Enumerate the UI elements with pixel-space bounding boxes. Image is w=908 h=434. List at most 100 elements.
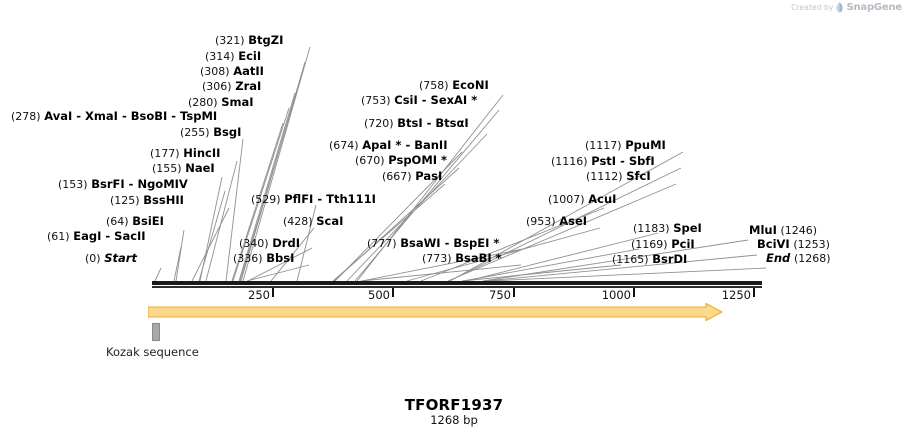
enzyme-label-bsrdi[interactable]: (1165) BsrDI <box>612 252 688 267</box>
enzyme-position: (314) <box>205 50 235 63</box>
enzyme-label-btsi-group[interactable]: (720) BtsI - BtsαI <box>364 116 469 131</box>
sequence-length-label: 1268 bp <box>430 413 478 427</box>
enzyme-name: BssHII <box>143 193 184 207</box>
enzyme-name: BsgI <box>213 125 242 139</box>
enzyme-label-smai[interactable]: (280) SmaI <box>188 96 254 110</box>
ruler-label-1250: 1250 <box>721 288 751 302</box>
enzyme-label-eagi-group[interactable]: (61) EagI - SacII <box>47 230 146 244</box>
enzyme-name: AvaI - XmaI - BsoBI - TspMI <box>44 109 218 123</box>
enzyme-name: BtgZI <box>248 33 284 47</box>
enzyme-label-naei[interactable]: (155) NaeI <box>152 161 215 176</box>
enzyme-label-acui[interactable]: (1007) AcuI <box>548 192 617 207</box>
ruler-label-250: 250 <box>248 288 270 302</box>
enzyme-label-avai-group[interactable]: (278) AvaI - XmaI - BsoBI - TspMI <box>11 109 218 124</box>
enzyme-position: (278) <box>11 110 41 123</box>
enzyme-label-aatii[interactable]: (308) AatII <box>200 64 264 79</box>
enzyme-label-btgzi[interactable]: (321) BtgZI <box>215 33 284 48</box>
enzyme-position: (255) <box>180 126 210 139</box>
enzyme-name: HincII <box>183 146 221 160</box>
leader-lines <box>154 46 767 282</box>
enzyme-position: (1165) <box>612 253 649 266</box>
enzyme-name: AatII <box>233 64 264 78</box>
enzyme-name: PciI <box>671 237 695 251</box>
enzyme-name: ZraI <box>235 79 262 93</box>
enzyme-position: (667) <box>382 170 412 183</box>
enzyme-name: NaeI <box>185 161 215 175</box>
enzyme-label-bsawi-group[interactable]: (777) BsaWI - BspEI * <box>367 236 500 251</box>
ruler-tick-1250 <box>753 288 755 297</box>
ruler-label-1000: 1000 <box>601 288 631 302</box>
enzyme-name: PstI - SbfI <box>591 154 655 168</box>
enzyme-position: (1253) <box>793 238 830 251</box>
enzyme-label-drdi[interactable]: (340) DrdI <box>239 237 300 251</box>
enzyme-label-bbsi[interactable]: (336) BbsI <box>233 252 294 266</box>
page-title: TFORF1937 <box>404 396 504 414</box>
enzyme-position: (308) <box>200 65 230 78</box>
enzyme-name: BsaBI * <box>455 251 502 265</box>
enzyme-label-asei[interactable]: (953) AseI <box>526 214 588 229</box>
enzyme-position: (336) <box>233 252 263 265</box>
enzyme-label-scai[interactable]: (428) ScaI <box>283 215 343 229</box>
enzyme-label-econi[interactable]: (758) EcoNI <box>419 79 489 93</box>
enzyme-name: End <box>766 251 791 265</box>
enzyme-label-pasi[interactable]: (667) PasI <box>382 170 442 184</box>
enzyme-label-bsabi[interactable]: (773) BsaBI * <box>422 251 502 266</box>
enzyme-label-pspomi[interactable]: (670) PspOMI * <box>355 153 448 168</box>
enzyme-label-bsrfi-group[interactable]: (153) BsrFI - NgoMIV <box>58 177 188 192</box>
enzyme-position: (720) <box>364 117 394 130</box>
watermark-brand-label: SnapGene <box>846 2 902 13</box>
enzyme-name: AseI <box>559 214 588 228</box>
enzyme-position: (753) <box>361 94 391 107</box>
enzyme-position: (1117) <box>585 139 622 152</box>
orf-arrow[interactable] <box>148 303 723 321</box>
enzyme-position: (125) <box>110 194 140 207</box>
enzyme-label-sfci[interactable]: (1112) SfcI <box>586 170 651 184</box>
enzyme-position: (306) <box>202 80 232 93</box>
snapgene-logo-icon <box>836 2 844 13</box>
enzyme-label-mlui[interactable]: MluI (1246) <box>749 224 817 238</box>
enzyme-name: CsiI - SexAI * <box>394 93 478 107</box>
enzyme-label-apai-group[interactable]: (674) ApaI * - BanII <box>329 138 448 153</box>
enzyme-label-hincii[interactable]: (177) HincII <box>150 146 221 161</box>
enzyme-position: (1112) <box>586 170 623 183</box>
enzyme-label-spei[interactable]: (1183) SpeI <box>633 222 702 236</box>
enzyme-position: (953) <box>526 215 556 228</box>
enzyme-label-csii-group[interactable]: (753) CsiI - SexAI * <box>361 93 478 108</box>
enzyme-label-bsiei[interactable]: (64) BsiEI <box>106 214 164 229</box>
enzyme-label-start[interactable]: (0) Start <box>85 251 137 266</box>
enzyme-position: (64) <box>106 215 129 228</box>
enzyme-name: ApaI * - BanII <box>362 138 448 152</box>
enzyme-name: BsiEI <box>132 214 164 228</box>
enzyme-label-bsshii[interactable]: (125) BssHII <box>110 193 184 208</box>
enzyme-name: Start <box>104 251 137 265</box>
watermark-created-by-label: Created by <box>791 3 834 12</box>
enzyme-name: BtsI - BtsαI <box>397 116 469 130</box>
enzyme-label-ecii[interactable]: (314) EciI <box>205 49 262 64</box>
enzyme-name: BsrFI - NgoMIV <box>91 177 188 191</box>
enzyme-label-bcivi[interactable]: BciVI (1253) <box>757 238 830 252</box>
enzyme-position: (1169) <box>631 238 668 251</box>
enzyme-name: BsaWI - BspEI * <box>400 236 500 250</box>
enzyme-label-pcii[interactable]: (1169) PciI <box>631 237 695 252</box>
enzyme-position: (1116) <box>551 155 588 168</box>
enzyme-position: (428) <box>283 215 313 228</box>
enzyme-position: (1268) <box>793 252 831 265</box>
feature-kozak-sequence-box[interactable] <box>152 323 160 341</box>
enzyme-label-psti-group[interactable]: (1116) PstI - SbfI <box>551 154 655 169</box>
enzyme-position: (155) <box>152 162 182 175</box>
ruler-tick-1000 <box>633 288 635 297</box>
enzyme-name: AcuI <box>588 192 617 206</box>
enzyme-position: (670) <box>355 154 385 167</box>
enzyme-position: (758) <box>419 79 449 92</box>
enzyme-label-pflfi-group[interactable]: (529) PflFI - Tth111I <box>251 193 376 207</box>
enzyme-label-zrai[interactable]: (306) ZraI <box>202 79 262 94</box>
ruler-label-500: 500 <box>368 288 390 302</box>
enzyme-name: EciI <box>238 49 262 63</box>
enzyme-label-ppumi[interactable]: (1117) PpuMI <box>585 139 666 153</box>
enzyme-name: PspOMI * <box>388 153 448 167</box>
enzyme-name: BsrDI <box>652 252 688 266</box>
enzyme-label-end[interactable]: End (1268) <box>766 251 831 266</box>
feature-kozak-sequence-label: Kozak sequence <box>106 345 199 359</box>
enzyme-label-bsgi[interactable]: (255) BsgI <box>180 125 242 140</box>
